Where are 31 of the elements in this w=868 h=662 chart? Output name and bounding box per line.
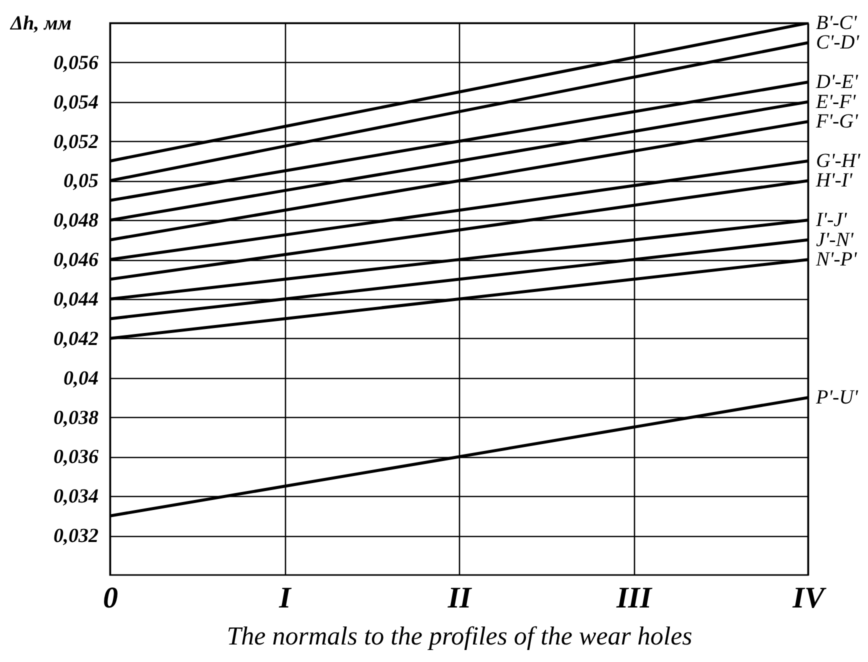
series-label: F'-G' — [815, 110, 859, 133]
series-label: N'-P' — [815, 248, 858, 271]
y-tick-label: 0,034 — [54, 486, 98, 508]
series-label: J'-N' — [816, 228, 854, 251]
y-tick-label: 0,042 — [54, 328, 98, 350]
series-label: C'-D' — [816, 32, 860, 54]
y-tick-label: 0,056 — [54, 52, 98, 74]
x-axis-title: The normals to the profiles of the wear holes — [226, 622, 692, 650]
series-label: I'-J' — [815, 209, 848, 232]
x-tick-label: III — [615, 582, 653, 614]
x-tick-label: I — [278, 582, 292, 614]
x-tick-label: IV — [792, 582, 828, 614]
series-label: E'-F' — [815, 90, 856, 113]
y-axis-title: Δh, мм — [10, 12, 72, 34]
x-tick-label: II — [446, 582, 472, 614]
series-label: P'-U' — [815, 386, 859, 409]
series-label: H'-I' — [815, 170, 854, 192]
y-tick-label: 0,046 — [54, 249, 98, 272]
y-tick-label: 0,038 — [54, 406, 98, 429]
y-tick-label: 0,054 — [54, 91, 98, 114]
y-tick-label: 0,032 — [54, 525, 98, 548]
y-tick-label: 0,05 — [64, 170, 98, 192]
x-tick-label: 0 — [103, 582, 118, 614]
y-tick-label: 0,04 — [64, 367, 98, 390]
y-tick-label: 0,036 — [54, 446, 98, 468]
y-tick-label: 0,044 — [54, 288, 98, 310]
series-label: G'-H' — [816, 150, 861, 172]
series-label: D'-E' — [815, 71, 859, 94]
series-label: B'-C' — [816, 12, 858, 34]
y-tick-label: 0,048 — [54, 210, 98, 232]
y-tick-label: 0,052 — [54, 130, 98, 153]
